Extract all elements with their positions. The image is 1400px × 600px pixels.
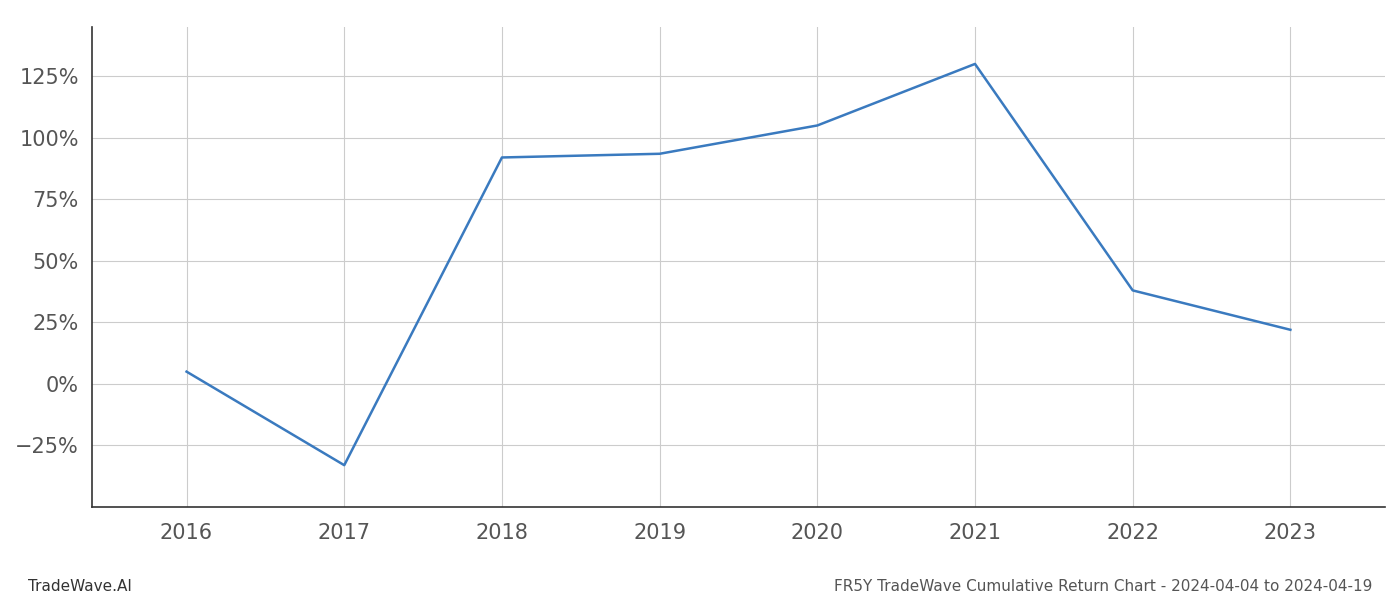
Text: TradeWave.AI: TradeWave.AI (28, 579, 132, 594)
Text: FR5Y TradeWave Cumulative Return Chart - 2024-04-04 to 2024-04-19: FR5Y TradeWave Cumulative Return Chart -… (833, 579, 1372, 594)
